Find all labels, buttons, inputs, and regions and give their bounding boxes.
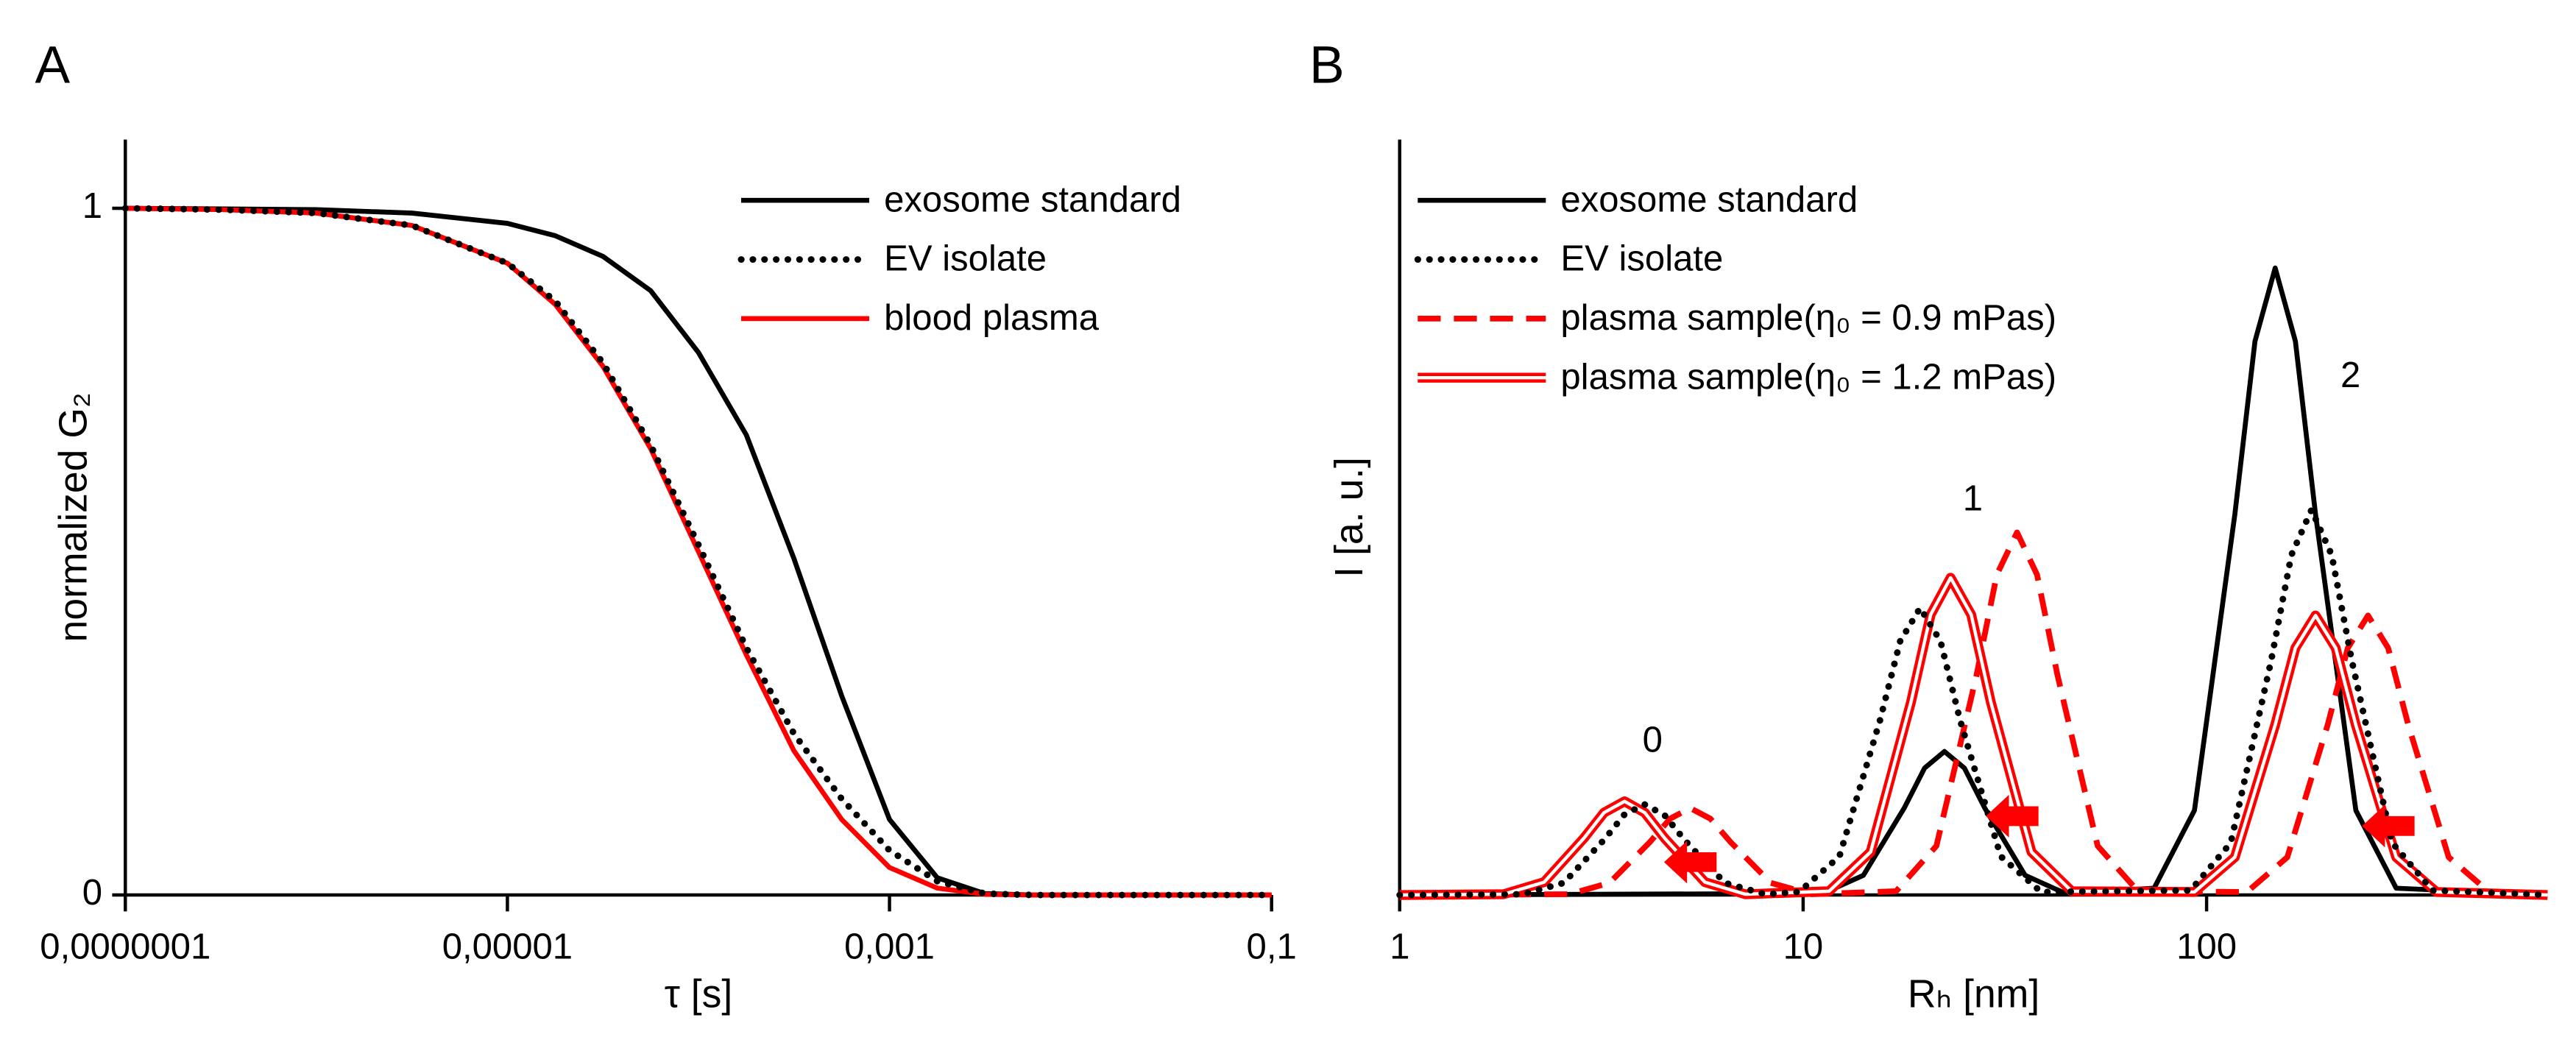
x-tick-label: 100 [2176,927,2237,967]
peak-label: 0 [1643,720,1663,760]
legend-label: EV isolate [1560,239,1723,279]
legend-label: blood plasma [884,298,1100,338]
series-line [1399,529,2548,898]
legend-label: EV isolate [884,239,1047,279]
x-tick-label: 0,0000001 [40,927,210,967]
x-tick-label: 1 [1390,927,1409,967]
x-axis-label: Rₕ [nm] [1908,973,2039,1016]
series-line [125,205,1272,898]
legend-label: plasma sample(η₀ = 1.2 mPas) [1560,357,2056,397]
peak-label: 1 [1963,479,1983,519]
legend-label: exosome standard [1560,180,1858,219]
panel-label: A [35,36,71,95]
series-line [121,205,1275,899]
x-tick-label: 0,001 [844,927,935,967]
peak-label: 2 [2340,355,2360,395]
shift-arrow [1986,794,2039,838]
x-tick-label: 10 [1783,927,1824,967]
shift-arrow [1663,841,1717,884]
y-axis-label: I [a. u.] [1328,457,1371,578]
series-line-inner [1399,576,2548,897]
y-tick-label: 1 [82,186,102,226]
legend-label: exosome standard [884,180,1181,219]
legend-label: plasma sample(η₀ = 0.9 mPas) [1560,298,2056,338]
panel-label: B [1309,36,1345,95]
x-tick-label: 0,1 [1247,927,1297,967]
y-axis-label: normalized G₂ [52,392,95,642]
shift-arrow [2362,804,2415,848]
x-axis-label: τ [s] [665,973,733,1016]
y-tick-label: 0 [82,873,102,913]
x-tick-label: 0,00001 [442,927,573,967]
